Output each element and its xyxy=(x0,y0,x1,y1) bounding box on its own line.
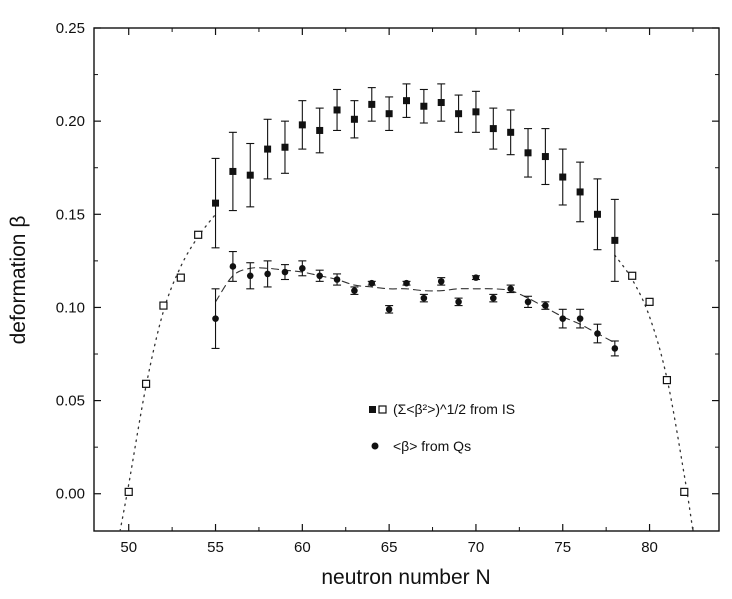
dotted-fit-curve xyxy=(119,213,217,532)
y-tick-label: 0.05 xyxy=(56,393,85,410)
open-square-point xyxy=(124,487,133,496)
filled-square-point xyxy=(350,115,358,123)
filled-circle-point xyxy=(246,272,254,280)
filled-square-point xyxy=(229,167,237,175)
filled-square-point xyxy=(576,188,584,196)
plot-frame xyxy=(93,27,720,532)
filled-square-point xyxy=(455,110,463,118)
x-tick-label: 80 xyxy=(641,539,658,556)
y-axis-title: deformation β xyxy=(7,216,30,345)
filled-square-point xyxy=(524,149,532,157)
legend-filled-square-marker xyxy=(369,406,376,413)
open-square-point xyxy=(662,376,672,385)
filled-circle-point xyxy=(281,268,289,276)
open-square-point xyxy=(628,271,637,280)
legend-filled-circle-marker xyxy=(371,442,379,450)
filled-circle-point xyxy=(264,270,271,278)
open-square-point xyxy=(141,379,151,388)
data-points xyxy=(124,83,689,496)
fit-curves xyxy=(119,213,694,532)
legend-label-qs: <β> from Qs xyxy=(393,438,471,454)
open-square-point xyxy=(194,230,203,239)
filled-circle-point xyxy=(420,294,428,302)
filled-square-point xyxy=(437,99,445,107)
filled-circle-point xyxy=(472,274,480,281)
filled-square-point xyxy=(611,236,619,244)
y-tick-label: 0.00 xyxy=(56,486,85,503)
filled-square-point xyxy=(246,171,254,179)
open-square-point xyxy=(680,487,689,496)
filled-square-point xyxy=(541,153,549,161)
filled-circle-point xyxy=(437,278,445,285)
filled-circle-point xyxy=(524,298,532,306)
filled-square-point xyxy=(403,97,410,105)
filled-square-point xyxy=(316,126,324,134)
filled-square-point xyxy=(507,128,515,136)
filled-square-point xyxy=(212,199,220,207)
filled-circle-point xyxy=(576,315,584,322)
filled-circle-point xyxy=(542,302,549,309)
filled-square-point xyxy=(559,173,567,181)
filled-circle-point xyxy=(299,265,306,272)
filled-circle-point xyxy=(385,306,393,313)
filled-square-point xyxy=(368,100,376,108)
filled-circle-point xyxy=(333,276,341,283)
filled-circle-point xyxy=(455,298,462,306)
filled-square-point xyxy=(264,145,272,153)
filled-circle-point xyxy=(490,294,497,302)
filled-square-point xyxy=(489,125,497,133)
x-tick-label: 50 xyxy=(120,539,137,556)
x-axis-title: neutron number N xyxy=(321,566,490,589)
x-tick-label: 75 xyxy=(554,539,571,556)
y-tick-label: 0.10 xyxy=(56,299,85,316)
open-square-point xyxy=(176,273,185,282)
y-tick-label: 0.25 xyxy=(56,20,85,37)
filled-circle-point xyxy=(594,330,601,337)
filled-circle-point xyxy=(212,315,219,322)
dashed-fit-curve xyxy=(214,267,616,344)
open-square-point xyxy=(159,301,168,310)
filled-circle-point xyxy=(316,272,323,280)
y-tick-label: 0.15 xyxy=(56,206,85,223)
filled-circle-point xyxy=(611,345,619,352)
open-square-point xyxy=(645,297,654,306)
filled-circle-point xyxy=(368,279,376,287)
filled-square-point xyxy=(420,102,428,110)
x-tick-label: 70 xyxy=(468,539,485,556)
axis-ticks: 50 55 60 65 70 75 80 0.00 0.05 0.10 0.15 0.20 0.25 xyxy=(56,20,719,556)
x-tick-label: 60 xyxy=(294,539,311,556)
filled-square-point xyxy=(333,106,341,114)
filled-circle-point xyxy=(403,279,410,287)
filled-square-point xyxy=(472,108,480,116)
filled-circle-point xyxy=(559,315,567,322)
y-tick-label: 0.20 xyxy=(56,113,85,130)
x-tick-label: 65 xyxy=(381,539,398,556)
legend-open-square-marker xyxy=(378,405,387,414)
filled-circle-point xyxy=(229,263,237,270)
filled-square-point xyxy=(593,210,601,218)
filled-circle-point xyxy=(507,285,514,293)
x-tick-label: 55 xyxy=(207,539,224,556)
legend: (Σ<β²>)^1/2 from IS <β> from Qs xyxy=(369,401,515,454)
filled-square-point xyxy=(281,143,289,151)
legend-label-is: (Σ<β²>)^1/2 from IS xyxy=(393,401,515,417)
filled-circle-point xyxy=(351,287,358,294)
filled-square-point xyxy=(385,110,393,118)
filled-square-point xyxy=(298,121,306,129)
